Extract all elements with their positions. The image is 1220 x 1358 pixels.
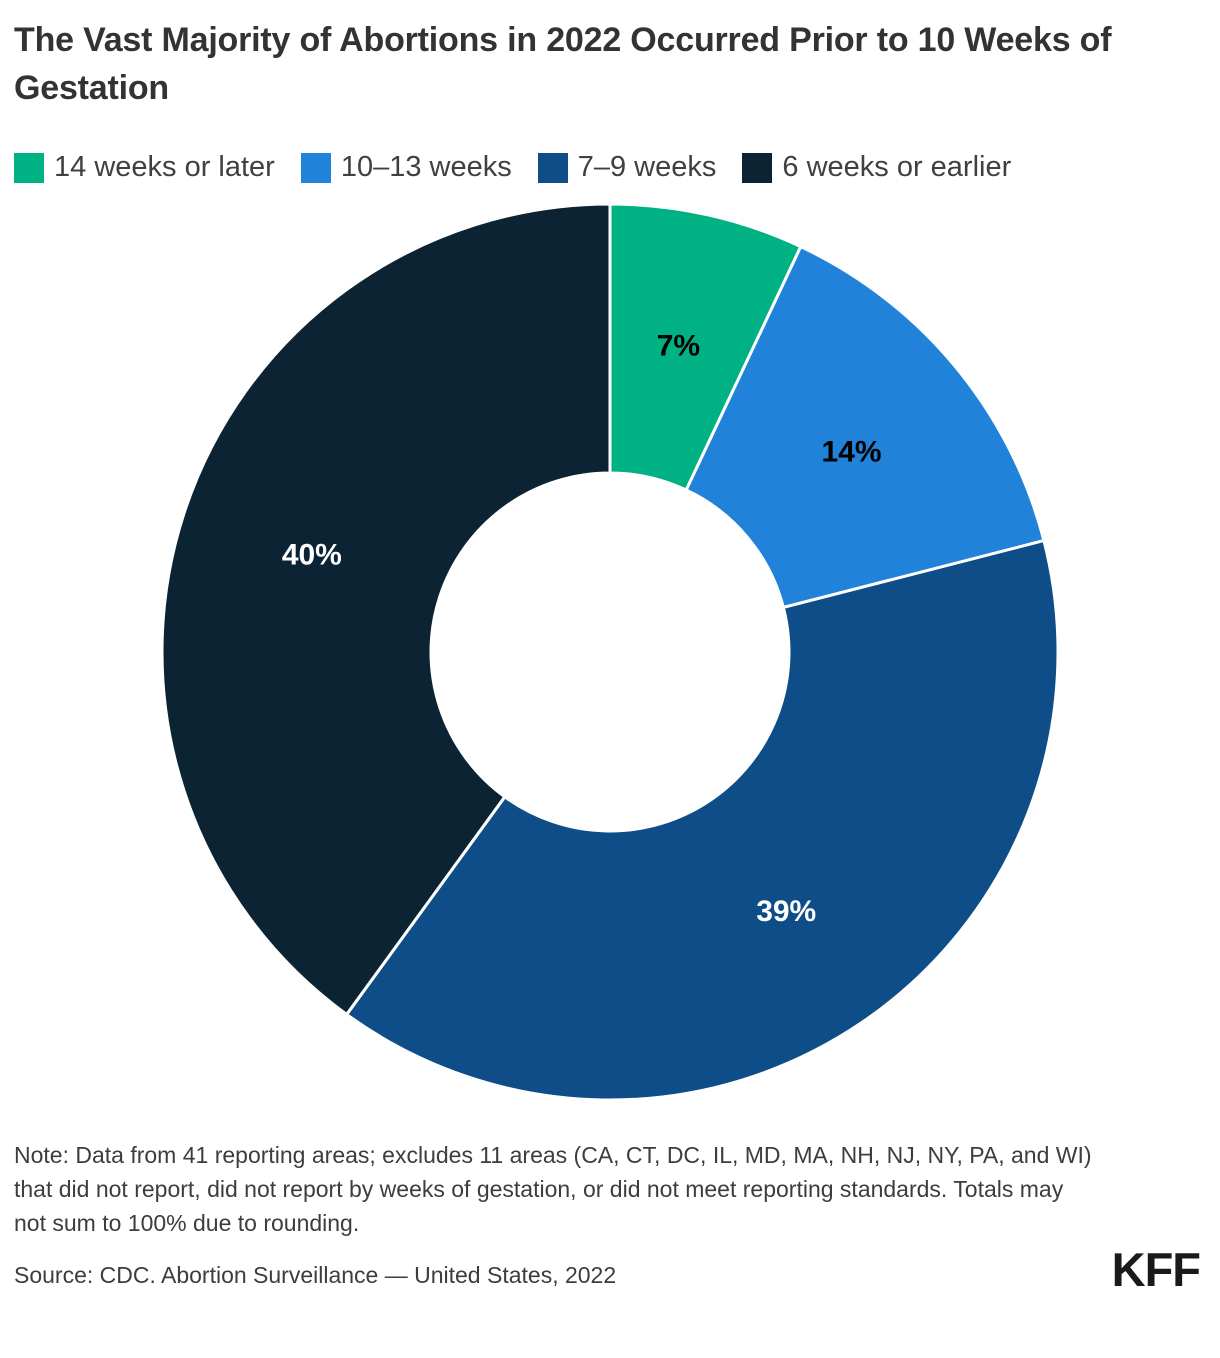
chart-footer: Source: CDC. Abortion Surveillance — Uni… [14,1242,1206,1296]
legend-item: 6 weeks or earlier [742,151,1012,184]
donut-chart-area: 7% 14% 39% 40% [14,194,1206,1118]
legend-swatch-icon [742,152,773,183]
chart-legend: 14 weeks or later 10–13 weeks 7–9 weeks 6 w… [14,151,1206,184]
slice-value-label: 39% [756,894,816,927]
legend-item: 10–13 weeks [300,151,512,184]
chart-title: The Vast Majority of Abortions in 2022 O… [14,21,1112,108]
legend-swatch-icon [14,152,44,183]
legend-label: 6 weeks or earlier [782,151,1012,184]
legend-swatch-icon [537,152,568,183]
donut-slice [345,538,1060,1102]
slice-value-label: 40% [282,538,342,571]
donut-slice [684,244,1046,609]
donut-chart: 7% 14% 39% 40% [160,202,1060,1102]
legend-swatch-icon [300,152,331,183]
kff-logo: KFF [1111,1242,1201,1296]
slice-value-label: 7% [657,329,700,362]
legend-label: 7–9 weeks [577,151,717,184]
legend-label: 10–13 weeks [340,151,512,184]
slice-value-label: 14% [822,435,882,468]
source-text: Source: CDC. Abortion Surveillance — Uni… [14,1261,617,1288]
legend-label: 14 weeks or later [54,151,275,184]
legend-item: 14 weeks or later [14,151,275,184]
chart-note: Note: Data from 41 reporting areas; excl… [14,1141,1092,1236]
legend-item: 7–9 weeks [537,151,717,184]
donut-slice [160,202,612,1016]
